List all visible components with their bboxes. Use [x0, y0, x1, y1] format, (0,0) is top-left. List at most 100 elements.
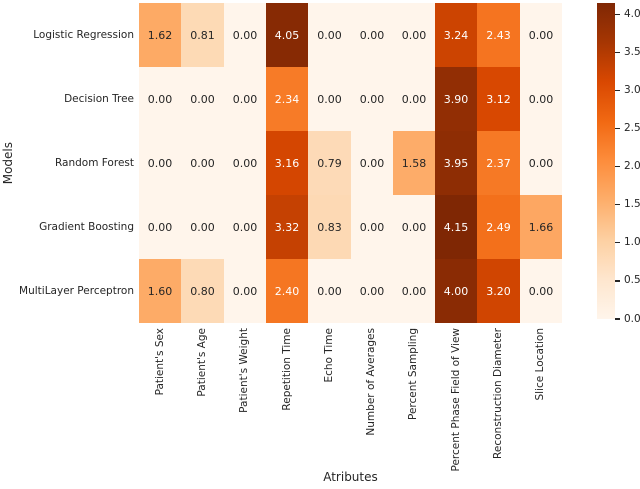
colorbar-tick-label: 3.0: [624, 84, 640, 97]
heatmap-cell: 4.05: [266, 3, 308, 67]
heatmap-cell: 4.15: [435, 195, 477, 259]
cell-value: 1.62: [147, 28, 173, 42]
cell-value: 4.05: [274, 28, 300, 42]
x-tick-label: Percent Phase Field of View: [449, 328, 462, 472]
cell-value: 3.32: [274, 220, 300, 234]
colorbar-tick-mark: [615, 318, 620, 320]
heatmap-cell: 0.00: [308, 259, 351, 323]
colorbar-tick-label: 2.0: [624, 160, 640, 173]
colorbar-tick-label: 1.0: [624, 236, 640, 249]
heatmap-cell: 0.00: [308, 3, 351, 67]
cell-value: 0.00: [190, 92, 215, 106]
cell-value: 0.79: [317, 156, 342, 170]
cell-value: 2.43: [486, 28, 511, 42]
cell-value: 0.00: [147, 92, 173, 106]
heatmap-cell: 0.00: [520, 131, 562, 195]
cell-value: 0.00: [232, 284, 258, 298]
x-axis-title: Atributes: [323, 470, 378, 484]
cell-value: 0.00: [528, 284, 554, 298]
cell-value: 0.00: [317, 92, 342, 106]
colorbar-tick-mark: [615, 128, 620, 130]
heatmap-cell: 2.40: [266, 259, 308, 323]
colorbar-tick-label: 2.5: [624, 122, 640, 135]
heatmap-cell: 3.32: [266, 195, 308, 259]
heatmap-cell: 3.20: [477, 259, 520, 323]
cell-value: 0.83: [317, 220, 342, 234]
x-tick-label: Percent Sampling: [407, 328, 420, 420]
y-tick-label: Gradient Boosting: [39, 221, 134, 233]
heatmap-cell: 0.00: [351, 67, 393, 131]
heatmap-cell: 0.00: [351, 3, 393, 67]
heatmap-cell: 2.43: [477, 3, 520, 67]
cell-value: 3.95: [443, 156, 469, 170]
cell-value: 0.00: [401, 92, 427, 106]
cell-value: 0.00: [528, 156, 554, 170]
cell-value: 0.00: [190, 220, 215, 234]
x-tick-label: Repetition Time: [280, 328, 293, 411]
cell-value: 0.80: [190, 284, 215, 298]
cell-value: 4.15: [443, 220, 469, 234]
cell-value: 0.00: [359, 92, 385, 106]
colorbar-tick-mark: [615, 280, 620, 282]
heatmap-cell: 0.00: [139, 131, 181, 195]
heatmap-cell: 0.00: [393, 3, 435, 67]
colorbar-tick-mark: [615, 89, 620, 92]
colorbar-tick-label: 3.5: [624, 45, 640, 58]
cell-value: 0.00: [528, 92, 554, 106]
colorbar-tick-mark: [615, 166, 620, 168]
colorbar-tick-mark: [615, 204, 620, 206]
cell-value: 0.00: [401, 220, 427, 234]
heatmap-cell: 2.34: [266, 67, 308, 131]
x-tick-label: Slice Location: [534, 328, 547, 401]
heatmap-cell: 1.58: [393, 131, 435, 195]
cell-value: 0.00: [317, 28, 342, 42]
heatmap-cell: 2.49: [477, 195, 520, 259]
heatmap-cell: 0.79: [308, 131, 351, 195]
cell-value: 0.00: [190, 156, 215, 170]
heatmap-cell: 0.00: [520, 259, 562, 323]
heatmap-cell: 0.00: [393, 195, 435, 259]
colorbar-tick-mark: [615, 242, 620, 244]
heatmap-cell: 1.66: [520, 195, 562, 259]
colorbar-tick-label: 1.5: [624, 198, 640, 211]
heatmap-cell: 0.81: [181, 3, 224, 67]
heatmap-cell: 0.00: [224, 67, 266, 131]
cell-value: 0.00: [232, 220, 258, 234]
heatmap-cell: 4.00: [435, 259, 477, 323]
heatmap-cell: 0.00: [181, 67, 224, 131]
cell-value: 2.49: [486, 220, 511, 234]
heatmap-cell: 0.00: [139, 195, 181, 259]
cell-value: 0.00: [147, 156, 173, 170]
cell-value: 3.90: [443, 92, 469, 106]
cell-value: 4.00: [443, 284, 469, 298]
cell-value: 3.24: [443, 28, 469, 42]
cell-value: 1.60: [147, 284, 173, 298]
cell-value: 0.00: [359, 28, 385, 42]
colorbar: [597, 3, 615, 319]
heatmap-cell: 0.00: [139, 67, 181, 131]
y-tick-label: Decision Tree: [64, 93, 134, 105]
heatmap-cell: 3.95: [435, 131, 477, 195]
heatmap-cell: 1.62: [139, 3, 181, 67]
heatmap-cell: 0.00: [520, 3, 562, 67]
x-tick-label: Reconstruction Diameter: [492, 328, 505, 459]
x-tick-label: Echo Time: [322, 328, 335, 383]
heatmap-cell: 0.80: [181, 259, 224, 323]
cell-value: 0.00: [232, 92, 258, 106]
cell-value: 2.37: [486, 156, 511, 170]
y-tick-label: MultiLayer Perceptron: [19, 285, 134, 297]
y-tick-label: Logistic Regression: [33, 29, 134, 41]
heatmap-cell: 0.00: [181, 131, 224, 195]
colorbar-tick-label: 0.5: [624, 274, 640, 287]
heatmap-cell: 3.24: [435, 3, 477, 67]
y-tick-label: Random Forest: [54, 157, 134, 169]
heatmap-cell: 0.00: [351, 195, 393, 259]
x-tick-label: Patient's Weight: [238, 328, 251, 413]
cell-value: 0.00: [317, 284, 342, 298]
colorbar-tick-label: 0.0: [624, 312, 640, 325]
cell-value: 0.00: [359, 284, 385, 298]
heatmap-cell: 0.00: [224, 3, 266, 67]
heatmap-cell: 3.16: [266, 131, 308, 195]
cell-value: 2.40: [274, 284, 300, 298]
